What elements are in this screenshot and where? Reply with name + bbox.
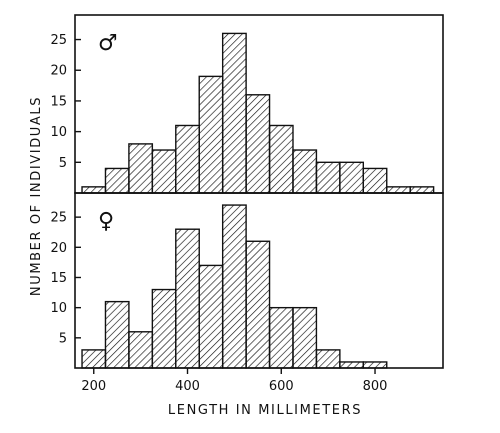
- male-bar: [386, 186, 411, 194]
- male-bar: [245, 94, 271, 194]
- male-bar: [198, 75, 224, 194]
- female-bar: [81, 349, 107, 369]
- female-bar: [151, 288, 177, 369]
- male-bar: [81, 186, 107, 194]
- female-bar: [315, 349, 341, 369]
- male-bar: [315, 161, 341, 194]
- female-panel-frame: [74, 192, 444, 369]
- male-y-tick-label: 25: [50, 33, 67, 48]
- female-bar: [362, 361, 388, 369]
- male-bar: [292, 149, 318, 194]
- female-bar: [339, 361, 365, 369]
- female-y-tick-label: 5: [59, 331, 67, 346]
- female-bar: [175, 228, 200, 369]
- female-bar: [221, 204, 247, 369]
- male-y-tick-label: 10: [50, 125, 67, 140]
- female-y-tick-label: 15: [50, 271, 67, 286]
- male-bar: [409, 186, 435, 194]
- female-y-tick-label: 20: [50, 241, 67, 256]
- male-bar: [175, 124, 200, 194]
- male-bar: [268, 124, 294, 194]
- female-symbol: ♀: [98, 209, 114, 234]
- male-bar: [151, 149, 177, 194]
- male-symbol: ♂: [98, 31, 118, 56]
- female-bar: [292, 306, 318, 369]
- x-axis: 200 400 600 800: [81, 368, 387, 394]
- female-bar: [104, 300, 130, 369]
- male-bar: [128, 143, 154, 194]
- female-bar: [198, 264, 224, 369]
- x-axis-title: LENGTH IN MILLIMETERS: [168, 403, 362, 418]
- x-tick-label: 200: [81, 379, 106, 394]
- female-y-tick-label: 10: [50, 301, 67, 316]
- female-bar: [128, 331, 154, 369]
- female-panel: 5 10 15 20 25 ♀: [50, 192, 444, 369]
- x-tick-label: 800: [363, 379, 388, 394]
- female-bar: [268, 306, 294, 369]
- y-axis-title: NUMBER OF INDIVIDUALS: [29, 96, 44, 296]
- male-y-tick-label: 5: [59, 156, 67, 171]
- male-y-tick-label: 20: [50, 64, 67, 79]
- male-bar: [104, 167, 130, 194]
- female-bar: [245, 240, 271, 369]
- female-y-tick-label: 25: [50, 211, 67, 226]
- x-tick-label: 400: [175, 379, 200, 394]
- male-panel: 5 10 15 20 25 ♂: [50, 14, 444, 194]
- male-y-tick-label: 15: [50, 94, 67, 109]
- male-bar: [339, 161, 365, 194]
- male-bar: [362, 167, 388, 194]
- x-tick-label: 600: [269, 379, 294, 394]
- male-bar: [221, 32, 247, 194]
